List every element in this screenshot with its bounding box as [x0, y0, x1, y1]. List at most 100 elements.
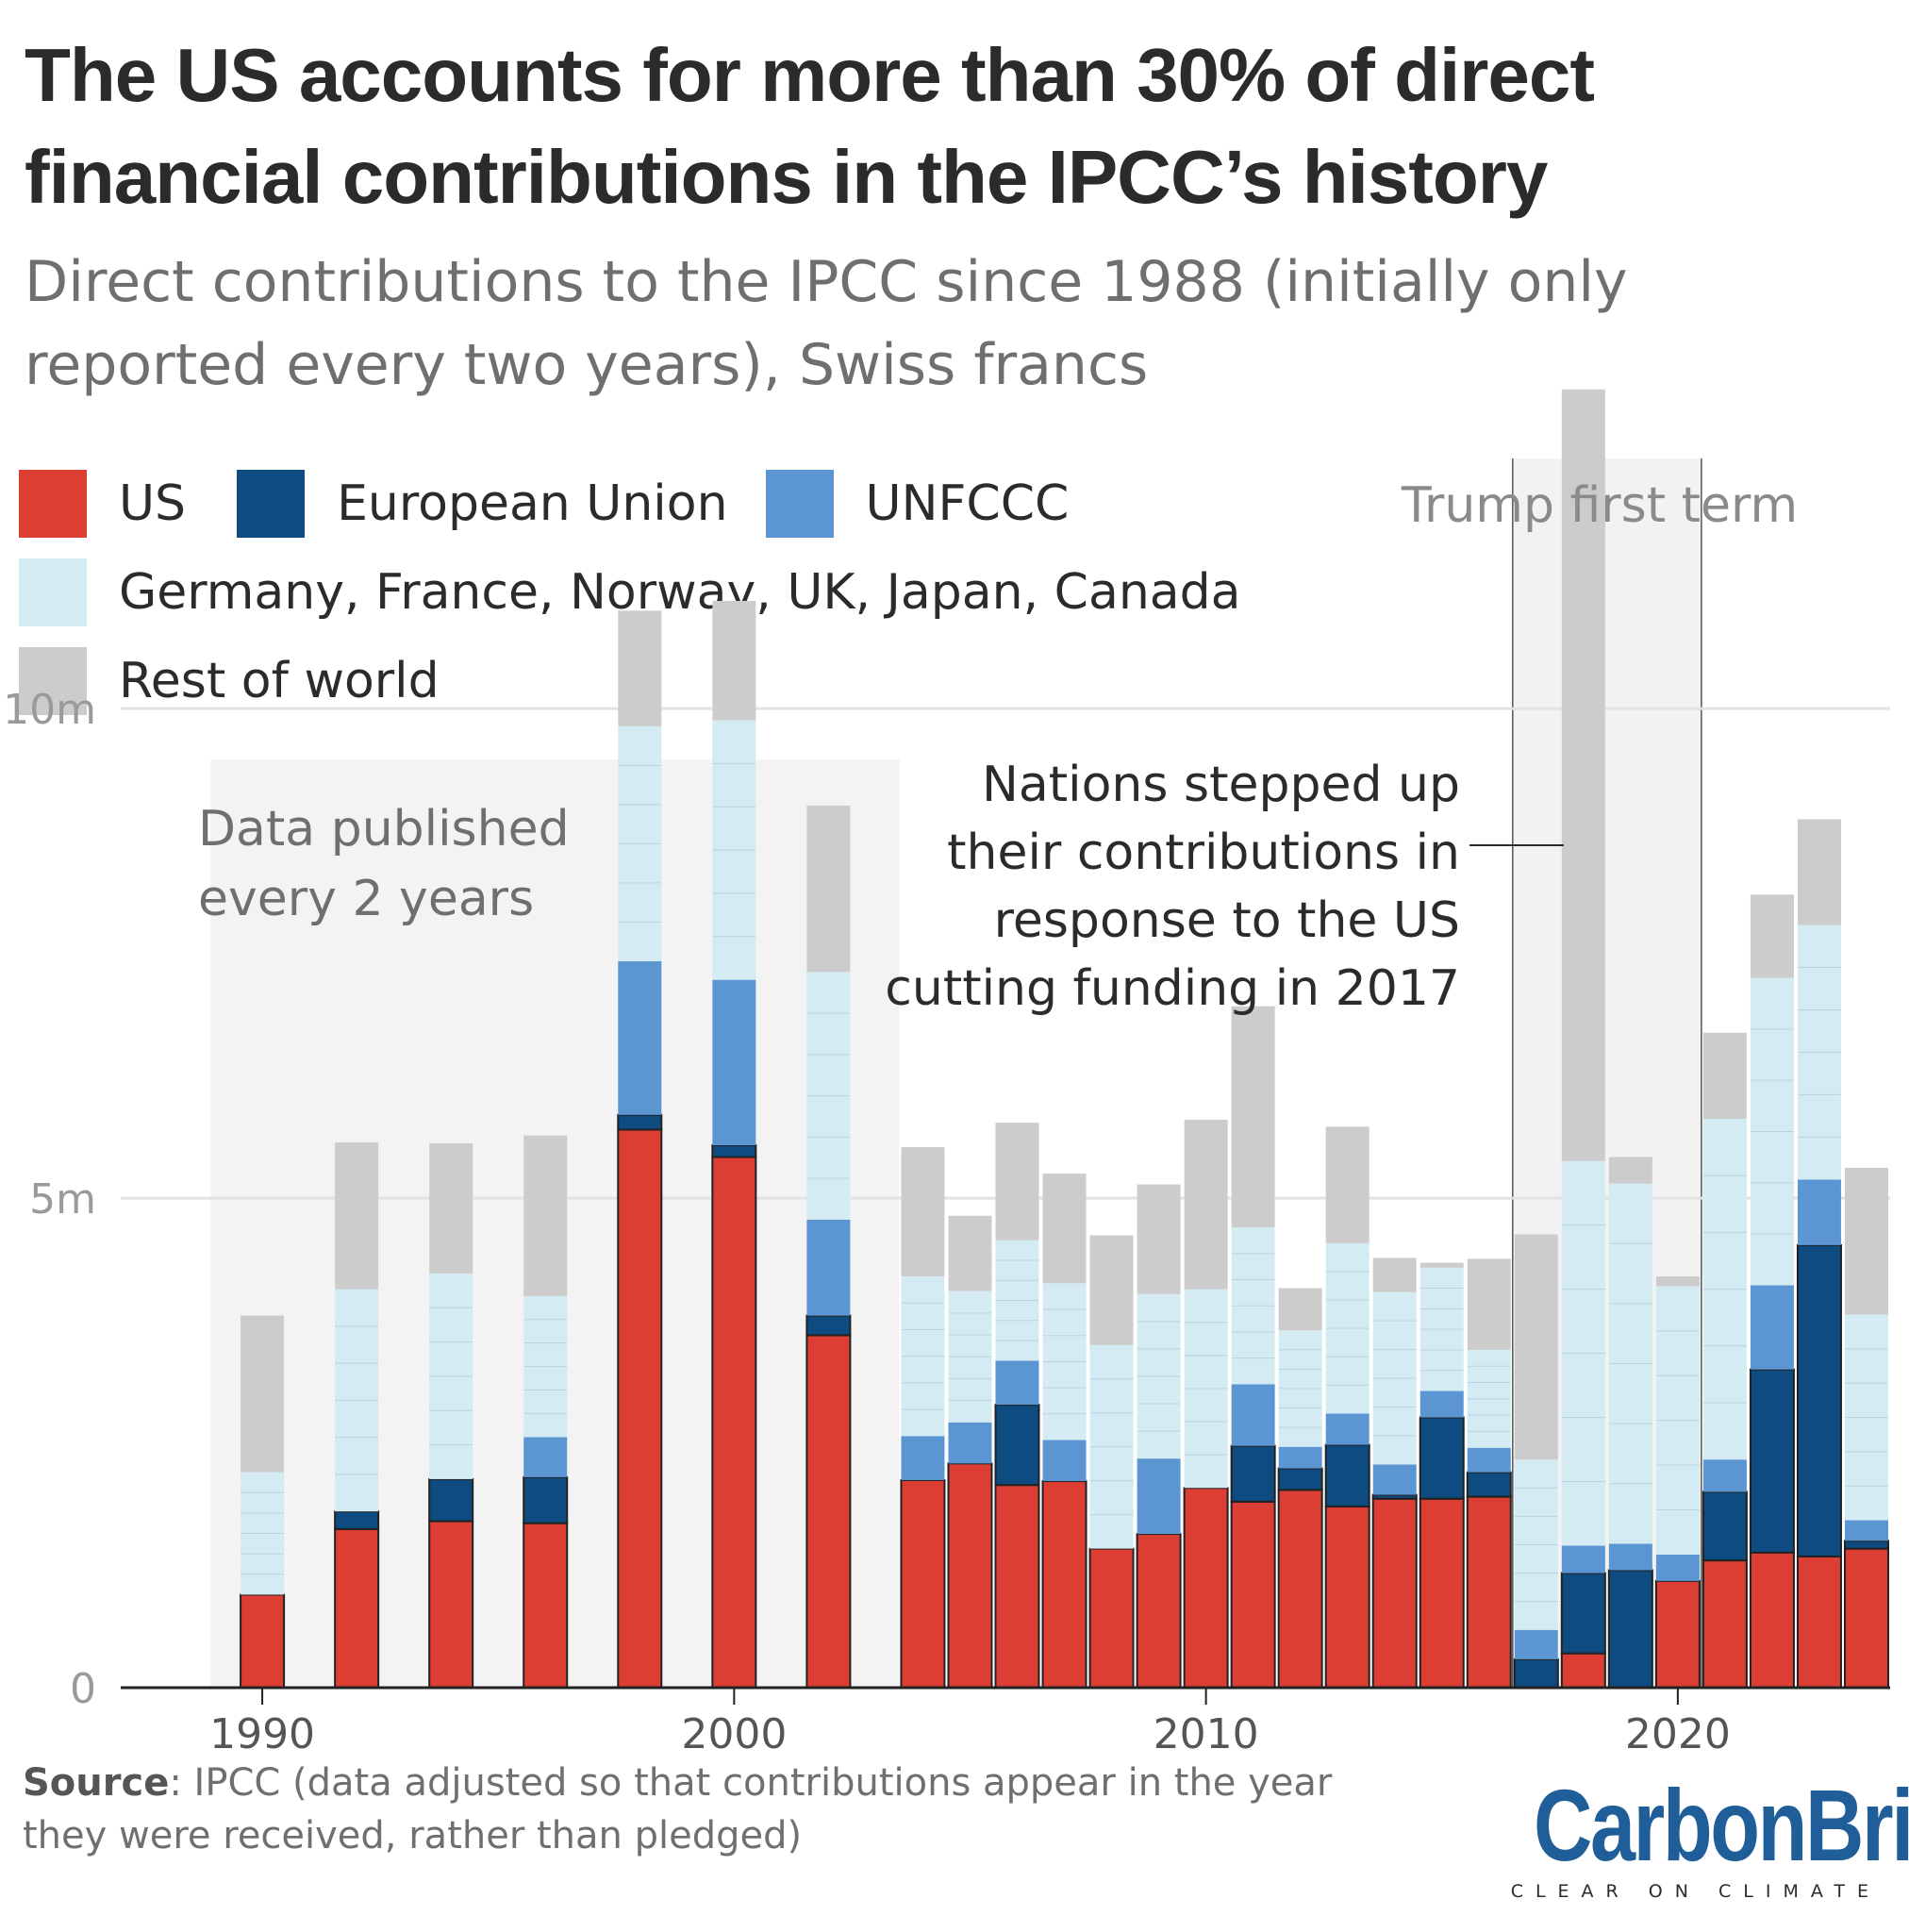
- stacked-bar-chart: 0 5m 10m 1990 2000 2010 2020 Data published ev…: [3, 389, 1890, 1758]
- bar-segment-unfccc-2009: [1137, 1458, 1181, 1535]
- chart-title: The US accounts for more than 30% of dir…: [25, 33, 1595, 219]
- legend-row-1: US European Union UNFCCC: [19, 469, 1106, 539]
- bar-segment-eu-2006: [994, 1404, 1040, 1487]
- bar-segment-eu-1994: [428, 1477, 474, 1523]
- legend-item-unfccc: UNFCCC: [765, 470, 1069, 538]
- legend-item-eu: European Union: [237, 470, 728, 538]
- bar-segment-us-2010: [1183, 1487, 1229, 1689]
- bar-segment-row-2013: [1325, 1126, 1370, 1243]
- bar-segment-us-2023: [1796, 1555, 1842, 1689]
- legend-swatch-row: [19, 647, 87, 715]
- x-tick-label-2000: 2000: [681, 1710, 787, 1758]
- annotations: Data published every 2 years Trump first…: [198, 477, 1798, 1017]
- bar-segment-us-2021: [1702, 1559, 1748, 1690]
- bar-segment-row-2024: [1844, 1167, 1888, 1315]
- bar-segment-eu-2024: [1843, 1540, 1889, 1550]
- bar-segment-us-2016: [1466, 1495, 1512, 1689]
- bar-segment-us-1998: [617, 1128, 663, 1689]
- bar-segment-unfccc-2016: [1467, 1447, 1511, 1473]
- bar-segment-eu-2022: [1749, 1368, 1795, 1554]
- legend-swatch-unfccc: [765, 470, 834, 538]
- bar-segment-eu-2011: [1230, 1444, 1276, 1503]
- bar-segment-us-2015: [1419, 1497, 1465, 1690]
- bar-segment-unfccc-2005: [948, 1422, 992, 1464]
- legend-label-row: Rest of world: [119, 653, 440, 709]
- legend-label-eu: European Union: [337, 475, 728, 532]
- bar-segment-row-2007: [1042, 1174, 1087, 1284]
- bar-segment-unfccc-2020: [1655, 1554, 1700, 1581]
- bar-segment-unfccc-2000: [712, 979, 756, 1146]
- bar-segment-us-1994: [428, 1520, 474, 1690]
- bar-segment-eu-1992: [334, 1510, 380, 1530]
- bar-segment-unfccc-2004: [901, 1436, 945, 1480]
- bar-segment-eu-2012: [1277, 1467, 1323, 1491]
- legend-swatch-eu: [237, 470, 306, 538]
- bar-segment-row-2000: [712, 600, 756, 721]
- annotation-response-line-2: their contributions in: [947, 824, 1460, 881]
- bar-segment-unfccc-2023: [1797, 1179, 1841, 1245]
- bar-segment-unfccc-2007: [1042, 1440, 1087, 1482]
- bar-segment-row-2021: [1702, 1032, 1747, 1120]
- bar-segment-eu-2019: [1607, 1569, 1653, 1690]
- logo-tagline: CLEAR ON CLIMATE: [1510, 1881, 1881, 1902]
- bar-segment-row-1998: [618, 610, 662, 726]
- bar-segment-us-2009: [1136, 1533, 1182, 1689]
- legend-item-us: US: [19, 470, 186, 538]
- x-tick-label-2020: 2020: [1625, 1710, 1731, 1758]
- bar-segment-us-2004: [900, 1478, 946, 1689]
- bar-segment-us-2020: [1654, 1579, 1701, 1689]
- bar-segment-row-2017: [1514, 1234, 1558, 1460]
- bar-segment-us-2014: [1371, 1497, 1418, 1690]
- bar-segment-unfccc-2011: [1231, 1384, 1275, 1446]
- legend-swatch-major: [19, 558, 87, 626]
- bar-segment-eu-2000: [711, 1144, 757, 1158]
- bar-segment-eu-2016: [1466, 1471, 1512, 1498]
- annotation-response-line-1: Nations stepped up: [982, 757, 1460, 813]
- bar-segment-unfccc-2006: [995, 1360, 1039, 1406]
- bar-segment-row-2016: [1467, 1258, 1511, 1350]
- bar-segment-unfccc-2024: [1844, 1520, 1888, 1541]
- bar-segment-us-2013: [1324, 1505, 1370, 1690]
- legend-item-row: Rest of world: [19, 647, 440, 715]
- bar-segment-row-2006: [995, 1123, 1039, 1241]
- legend-row-3: Rest of world: [19, 646, 477, 716]
- bar-segment-us-2000: [711, 1156, 757, 1689]
- bar-segment-row-2018: [1561, 389, 1605, 1161]
- bar-segment-row-1996: [523, 1135, 568, 1296]
- bar-segment-unfccc-2018: [1561, 1545, 1605, 1574]
- source-note: Source: IPCC (data adjusted so that cont…: [23, 1757, 1371, 1862]
- bar-segment-us-1996: [523, 1522, 569, 1690]
- bar-segment-us-2024: [1843, 1547, 1889, 1689]
- bar-segment-us-2005: [947, 1462, 993, 1689]
- bar-segment-unfccc-2015: [1419, 1391, 1464, 1418]
- bar-segment-row-2002: [806, 805, 851, 973]
- y-tick-label-10m: 10m: [3, 686, 96, 734]
- bar-segment-us-2002: [805, 1334, 852, 1690]
- bars: [240, 389, 1889, 1690]
- annotation-response-line-4: cutting funding in 2017: [885, 960, 1460, 1017]
- bar-segment-us-2008: [1088, 1547, 1135, 1689]
- bar-segment-row-1992: [335, 1141, 379, 1290]
- bar-segment-eu-2002: [805, 1314, 852, 1337]
- bar-segment-row-1994: [429, 1142, 473, 1274]
- annotation-biennial-line-2: every 2 years: [198, 871, 534, 927]
- bar-segment-row-2010: [1184, 1120, 1228, 1290]
- bar-segment-unfccc-1996: [523, 1437, 568, 1477]
- bar-segment-us-2022: [1749, 1551, 1795, 1690]
- logo-wordmark: CarbonBrief: [1534, 1768, 1909, 1882]
- annotation-biennial-line-1: Data published: [198, 801, 570, 858]
- bar-segment-row-2004: [901, 1147, 945, 1277]
- bar-segment-eu-2018: [1560, 1572, 1606, 1655]
- bar-segment-unfccc-2019: [1608, 1543, 1652, 1571]
- x-tick-label-1990: 1990: [209, 1710, 315, 1758]
- bar-segment-unfccc-2017: [1514, 1629, 1558, 1659]
- bar-segment-row-2012: [1278, 1288, 1322, 1331]
- bar-segment-eu-1998: [617, 1113, 663, 1131]
- legend-label-us: US: [119, 475, 187, 532]
- bar-segment-row-2011: [1231, 1006, 1275, 1228]
- source-label: Source: [23, 1761, 170, 1805]
- chart-subtitle: Direct contributions to the IPCC since 1…: [25, 249, 1628, 398]
- bar-segment-row-2009: [1137, 1184, 1181, 1294]
- bar-segment-unfccc-2014: [1372, 1464, 1417, 1495]
- axes: 0 5m 10m 1990 2000 2010 2020: [3, 686, 1890, 1758]
